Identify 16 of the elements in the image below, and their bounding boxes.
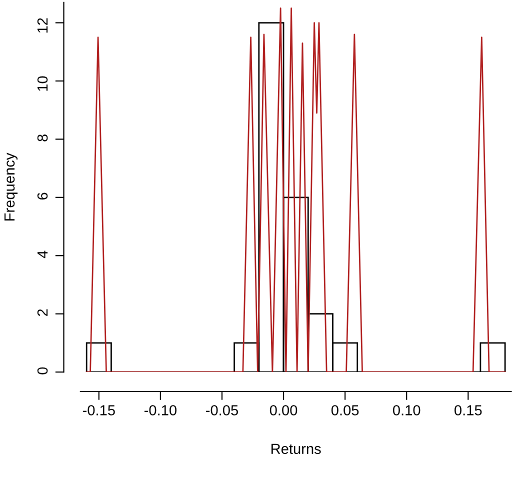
x-tick-label: -0.05: [206, 405, 238, 416]
y-tick-label: 6: [37, 192, 48, 200]
x-tick-label: -0.15: [82, 405, 115, 416]
y-tick-label: 12: [37, 18, 48, 33]
x-tick-label: 0.10: [392, 405, 420, 416]
x-tick-label: -0.10: [144, 405, 176, 416]
y-tick-label: 10: [37, 76, 48, 91]
x-axis-title: Returns: [271, 444, 321, 454]
y-axis-title: Frequency: [4, 152, 18, 220]
x-tick-label: 0.00: [270, 405, 298, 416]
y-tick-label: 8: [37, 134, 48, 142]
y-tick-label: 4: [38, 250, 48, 258]
x-tick-label: 0.15: [454, 405, 482, 416]
y-tick-label: 2: [37, 309, 48, 316]
x-tick-label: 0.05: [331, 405, 359, 416]
y-tick-label: 0: [37, 367, 48, 374]
